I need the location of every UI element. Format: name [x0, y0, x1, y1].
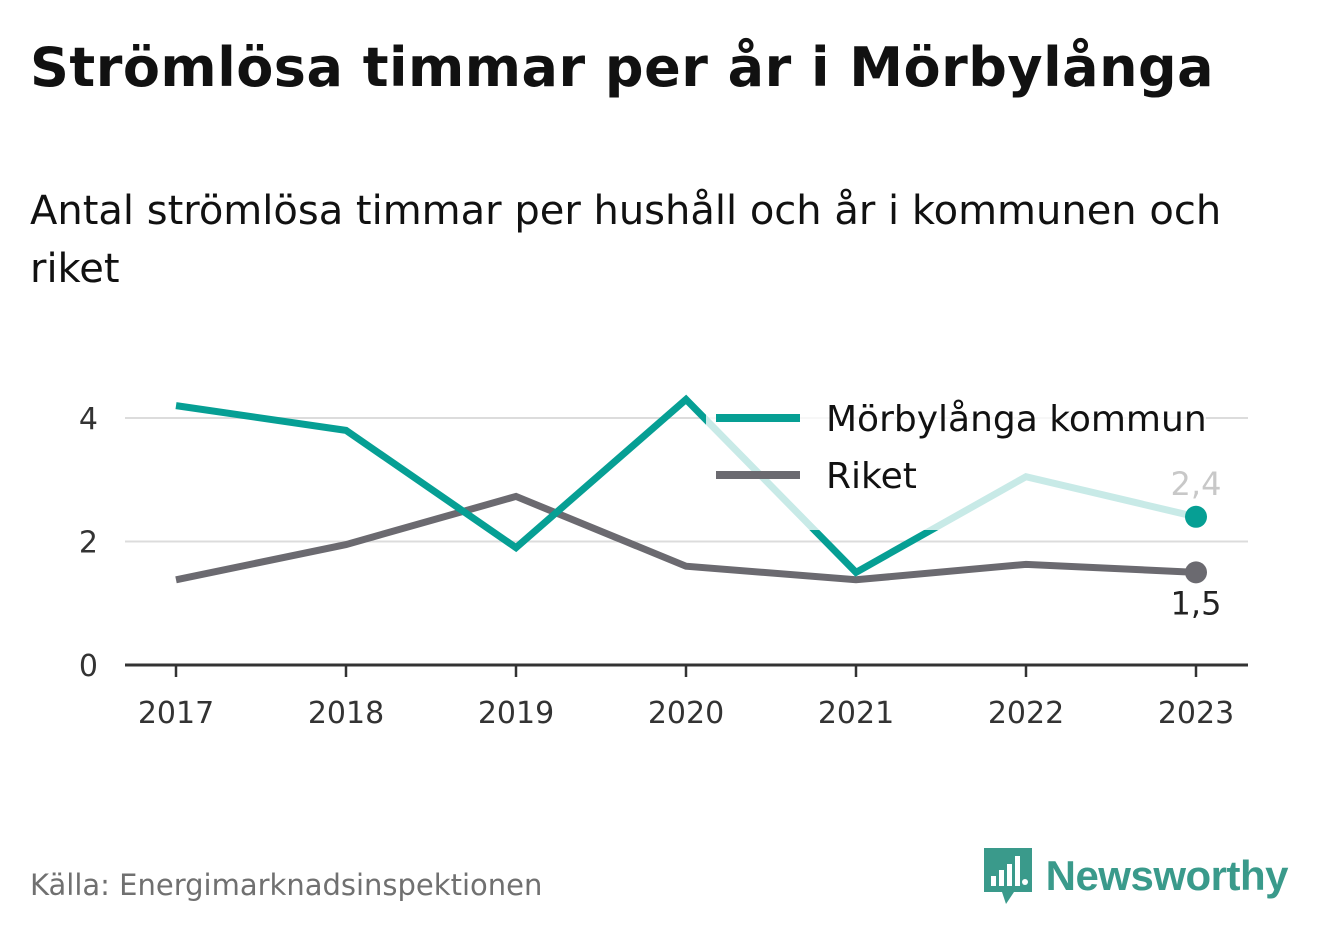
chart-subtitle: Antal strömlösa timmar per hushåll och å… [30, 188, 1222, 292]
newsworthy-logo-icon [983, 848, 1032, 904]
end-point-riket [1185, 561, 1207, 584]
line-chart: 0 2 4 2017 2018 2019 2020 2021 2022 2023 Mörbylång… [78, 380, 1248, 731]
y-tick-label: 0 [79, 649, 98, 684]
end-point-morbylanga [1185, 505, 1207, 528]
chart-title: Strömlösa timmar per år i Mörbylånga [30, 36, 1215, 99]
series-line-riket [175, 492, 1197, 584]
y-tick-label: 2 [79, 526, 98, 561]
y-tick-label: 4 [79, 402, 98, 437]
end-label-riket: 1,5 [1171, 584, 1222, 622]
x-tick-label: 2017 [138, 696, 214, 731]
legend-label-morbylanga: Mörbylånga kommun [826, 399, 1207, 440]
brand-name: Newsworthy [1045, 852, 1289, 899]
legend-label-riket: Riket [826, 456, 917, 497]
x-tick-label: 2023 [1158, 696, 1234, 731]
brand: Newsworthy [982, 846, 1289, 906]
end-label-morbylanga: 2,4 [1171, 465, 1222, 503]
x-tick-label: 2022 [988, 696, 1064, 731]
x-tick-label: 2020 [648, 696, 724, 731]
x-tick-label: 2021 [818, 696, 894, 731]
source-note: Källa: Energimarknadsinspektionen [30, 868, 543, 902]
x-tick-label: 2018 [308, 696, 384, 731]
legend-background [706, 380, 1206, 530]
x-tick-label: 2019 [478, 696, 554, 731]
